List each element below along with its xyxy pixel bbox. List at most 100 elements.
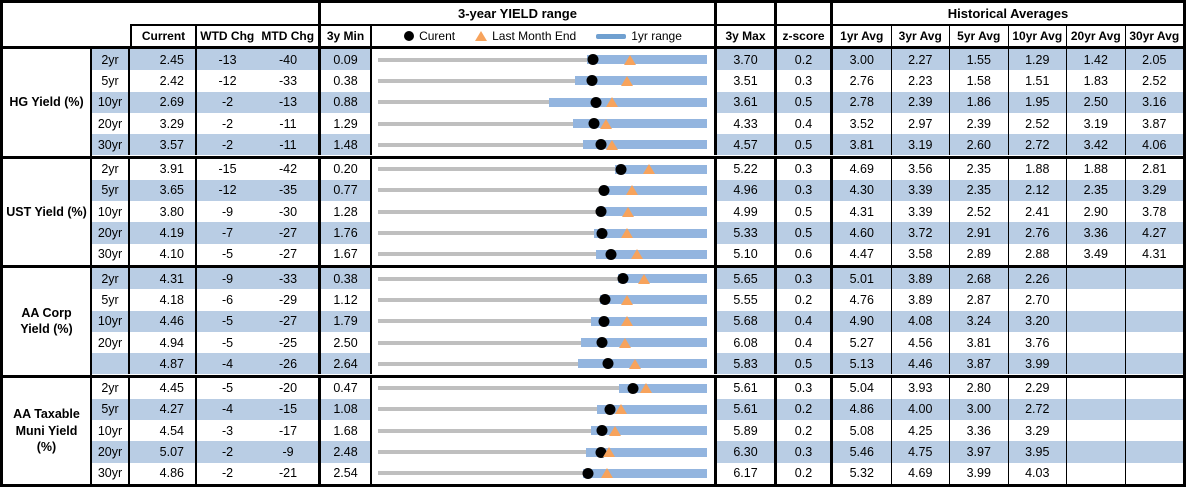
avg-value bbox=[1125, 289, 1183, 311]
3y-min-value: 1.29 bbox=[321, 112, 372, 135]
z-score-value: 0.2 bbox=[777, 462, 833, 484]
range-chart-track bbox=[378, 180, 707, 201]
table-body: HG Yield (%) 2yr 2.45 -13 -40 0.09 3.70 0.2 3.00… bbox=[3, 49, 1183, 484]
avg-value: 4.30 bbox=[833, 179, 892, 202]
3y-range-line bbox=[378, 386, 707, 391]
avg-value: 2.52 bbox=[1008, 112, 1067, 135]
mtd-chg-value: -27 bbox=[258, 222, 321, 244]
3y-min-value: 2.48 bbox=[321, 441, 372, 463]
table-row: 2yr 2.45 -13 -40 0.09 3.70 0.2 3.00 2.27 1.55 1.29… bbox=[92, 49, 1183, 71]
wtd-chg-value: -13 bbox=[197, 49, 258, 71]
range-chart-cell bbox=[372, 310, 717, 332]
avg-value bbox=[1125, 268, 1183, 290]
avg-value: 3.39 bbox=[891, 179, 950, 202]
current-marker bbox=[582, 467, 594, 479]
avg-value: 4.31 bbox=[833, 201, 892, 223]
current-value: 4.94 bbox=[130, 331, 197, 354]
column-header-1yr-avg: 1yr Avg bbox=[833, 24, 892, 46]
column-header-wtd-mtd: WTD Chg MTD Chg bbox=[197, 24, 321, 46]
tenor-label: 2yr bbox=[92, 158, 130, 180]
3y-min-value: 2.54 bbox=[321, 462, 372, 484]
avg-value: 2.70 bbox=[1008, 289, 1067, 311]
current-marker bbox=[590, 96, 602, 108]
avg-value: 3.36 bbox=[950, 420, 1009, 442]
z-score-value: 0.4 bbox=[777, 112, 833, 135]
avg-value: 3.99 bbox=[950, 462, 1009, 484]
table-row: 20yr 3.29 -2 -11 1.29 4.33 0.4 3.52 2.97 2.39 2.52… bbox=[92, 112, 1183, 135]
1yr-range-bar bbox=[586, 55, 707, 65]
table-row: 20yr 4.94 -5 -25 2.50 6.08 0.4 5.27 4.56 3.81 3.76 bbox=[92, 331, 1183, 354]
3y-range-line bbox=[378, 340, 707, 345]
header-top-row: 3-year YIELD range Historical Averages bbox=[3, 3, 1183, 24]
section-rows: 2yr 4.31 -9 -33 0.38 5.65 0.3 5.01 3.89 2.68 2.26 5… bbox=[92, 268, 1183, 375]
tenor-label: 10yr bbox=[92, 420, 130, 442]
3y-range-line bbox=[378, 78, 707, 83]
wtd-chg-value: -12 bbox=[197, 179, 258, 202]
avg-value bbox=[1125, 377, 1183, 399]
tenor-label: 20yr bbox=[92, 441, 130, 463]
avg-value: 2.12 bbox=[1008, 179, 1067, 202]
mtd-chg-value: -27 bbox=[258, 310, 321, 332]
avg-value: 2.81 bbox=[1125, 158, 1183, 180]
3y-min-value: 2.50 bbox=[321, 331, 372, 354]
current-value: 4.19 bbox=[130, 222, 197, 244]
3y-range-line bbox=[378, 209, 707, 214]
1yr-range-bar bbox=[572, 119, 707, 129]
current-marker bbox=[602, 358, 614, 370]
range-chart-cell bbox=[372, 331, 717, 354]
tenor-label: 5yr bbox=[92, 179, 130, 202]
1yr-range-bar bbox=[591, 316, 707, 326]
avg-value: 3.16 bbox=[1125, 91, 1183, 113]
avg-value: 1.88 bbox=[1008, 158, 1067, 180]
z-score-value: 0.4 bbox=[777, 331, 833, 354]
range-chart-track bbox=[378, 289, 707, 310]
1yr-range-bar bbox=[582, 468, 707, 478]
mtd-chg-value: -42 bbox=[258, 158, 321, 180]
header-columns-row: Current WTD Chg MTD Chg 3y Min Curent La… bbox=[3, 24, 1183, 46]
3y-range-line bbox=[378, 252, 707, 257]
1yr-range-bar bbox=[574, 76, 707, 86]
avg-value: 5.04 bbox=[833, 377, 892, 399]
current-marker bbox=[586, 75, 598, 87]
avg-value: 3.89 bbox=[891, 268, 950, 290]
section-label: AA Corp Yield (%) bbox=[3, 268, 92, 375]
avg-value: 4.25 bbox=[891, 420, 950, 442]
avg-value: 4.03 bbox=[1008, 462, 1067, 484]
current-marker bbox=[604, 403, 616, 415]
last-month-end-marker bbox=[642, 164, 655, 175]
header-corner-blank bbox=[3, 3, 130, 24]
avg-value: 2.41 bbox=[1008, 201, 1067, 223]
wtd-chg-value: -5 bbox=[197, 310, 258, 332]
tenor-label: 2yr bbox=[92, 377, 130, 399]
avg-value: 3.20 bbox=[1008, 310, 1067, 332]
3y-range-line bbox=[378, 121, 707, 126]
range-chart-track bbox=[378, 92, 707, 113]
3y-max-value: 4.99 bbox=[717, 201, 777, 223]
range-bar-icon bbox=[596, 33, 627, 39]
avg-value: 2.80 bbox=[950, 377, 1009, 399]
avg-value: 2.78 bbox=[833, 91, 892, 113]
legend-current: Curent bbox=[404, 29, 455, 43]
section-rows: 2yr 4.45 -5 -20 0.47 5.61 0.3 5.04 3.93 2.80 2.29 5… bbox=[92, 377, 1183, 485]
column-header-10yr-avg: 10yr Avg bbox=[1008, 24, 1067, 46]
table-row: 4.87 -4 -26 2.64 5.83 0.5 5.13 4.46 3.87 3.99 bbox=[92, 353, 1183, 375]
table-row: 5yr 4.27 -4 -15 1.08 5.61 0.2 4.86 4.00 3.00 2.72 bbox=[92, 398, 1183, 421]
tenor-label: 20yr bbox=[92, 331, 130, 354]
avg-value: 4.60 bbox=[833, 222, 892, 244]
column-header-5yr-avg: 5yr Avg bbox=[950, 24, 1009, 46]
tenor-label: 5yr bbox=[92, 289, 130, 311]
table-row: 30yr 4.10 -5 -27 1.67 5.10 0.6 4.47 3.58 2.89 2.88… bbox=[92, 243, 1183, 265]
avg-value: 3.87 bbox=[950, 353, 1009, 375]
z-score-value: 0.4 bbox=[777, 310, 833, 332]
mtd-chg-value: -33 bbox=[258, 268, 321, 290]
avg-value: 4.69 bbox=[833, 158, 892, 180]
avg-value: 2.39 bbox=[950, 112, 1009, 135]
3y-max-value: 5.83 bbox=[717, 353, 777, 375]
section-label: AA Taxable Muni Yield (%) bbox=[3, 377, 92, 484]
range-chart-track bbox=[378, 399, 707, 420]
range-chart-track bbox=[378, 420, 707, 441]
avg-value bbox=[1125, 398, 1183, 421]
column-header-3y-min: 3y Min bbox=[321, 24, 372, 46]
3y-min-value: 0.38 bbox=[321, 268, 372, 290]
